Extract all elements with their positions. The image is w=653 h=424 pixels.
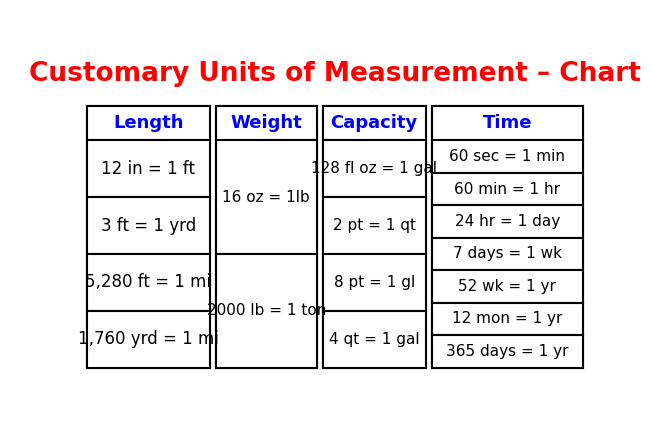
Text: Capacity: Capacity <box>330 114 418 132</box>
Bar <box>323 106 426 140</box>
Bar <box>87 106 210 368</box>
Text: 7 days = 1 wk: 7 days = 1 wk <box>453 246 562 262</box>
Bar <box>323 311 426 368</box>
Text: 16 oz = 1lb: 16 oz = 1lb <box>223 190 310 205</box>
Text: 12 in = 1 ft: 12 in = 1 ft <box>101 160 195 178</box>
Bar <box>87 106 210 140</box>
Text: 24 hr = 1 day: 24 hr = 1 day <box>454 214 560 229</box>
Text: 8 pt = 1 gl: 8 pt = 1 gl <box>334 275 415 290</box>
Text: 3 ft = 1 yrd: 3 ft = 1 yrd <box>101 217 196 234</box>
Bar <box>432 303 582 335</box>
Bar <box>323 197 426 254</box>
Text: 2000 lb = 1 ton: 2000 lb = 1 ton <box>206 303 326 318</box>
Text: 1,760 yrd = 1 mi: 1,760 yrd = 1 mi <box>78 330 219 348</box>
Text: Weight: Weight <box>231 114 302 132</box>
Text: 2 pt = 1 qt: 2 pt = 1 qt <box>332 218 416 233</box>
Text: 5,280 ft = 1 mi: 5,280 ft = 1 mi <box>86 273 212 291</box>
Bar <box>87 140 210 197</box>
Text: 60 min = 1 hr: 60 min = 1 hr <box>454 181 560 197</box>
Bar <box>216 140 317 254</box>
Text: 365 days = 1 yr: 365 days = 1 yr <box>446 344 569 359</box>
Bar <box>432 238 582 270</box>
Bar <box>216 254 317 368</box>
Text: Customary Units of Measurement – Chart: Customary Units of Measurement – Chart <box>29 61 641 86</box>
Bar <box>432 205 582 238</box>
Bar <box>432 270 582 303</box>
Bar <box>87 197 210 254</box>
Bar <box>432 173 582 205</box>
Text: Length: Length <box>113 114 183 132</box>
Bar <box>87 311 210 368</box>
Text: 60 sec = 1 min: 60 sec = 1 min <box>449 149 565 164</box>
Bar <box>216 106 317 368</box>
Text: Time: Time <box>483 114 532 132</box>
Bar <box>216 106 317 140</box>
Bar <box>87 254 210 311</box>
Text: 52 wk = 1 yr: 52 wk = 1 yr <box>458 279 556 294</box>
Text: 12 mon = 1 yr: 12 mon = 1 yr <box>452 311 562 326</box>
Bar <box>323 140 426 197</box>
Bar <box>323 106 426 368</box>
Text: 128 fl oz = 1 gal: 128 fl oz = 1 gal <box>311 161 437 176</box>
Bar <box>432 140 582 173</box>
Text: 4 qt = 1 gal: 4 qt = 1 gal <box>329 332 419 347</box>
Bar <box>432 106 582 368</box>
Bar <box>432 106 582 140</box>
Bar <box>432 335 582 368</box>
Bar <box>323 254 426 311</box>
